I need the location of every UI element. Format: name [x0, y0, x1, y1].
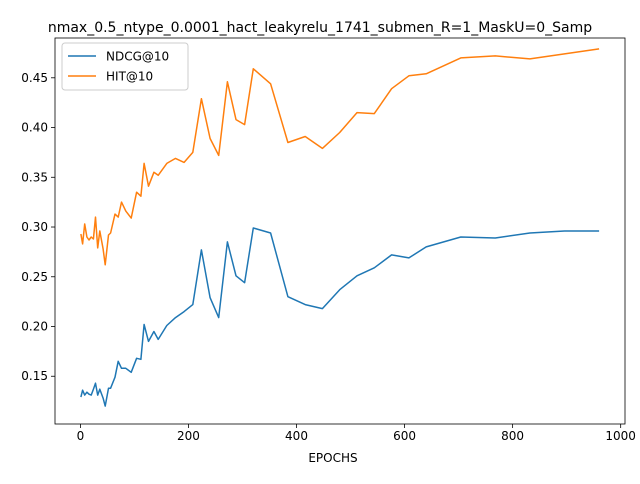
x-tick-label: 800 — [501, 429, 524, 443]
legend: NDCG@10 HIT@10 — [61, 42, 189, 91]
y-tick-label: 0.30 — [21, 220, 48, 234]
plot-frame — [54, 37, 626, 425]
legend-label-hit: HIT@10 — [106, 70, 153, 84]
x-tick-label: 0 — [77, 429, 85, 443]
x-tick-label: 600 — [393, 429, 416, 443]
y-tick-label: 0.35 — [21, 170, 48, 184]
series-line-hit-10 — [80, 48, 600, 266]
legend-frame — [61, 42, 189, 91]
y-tick-label: 0.25 — [21, 270, 48, 284]
x-tick-label: 400 — [285, 429, 308, 443]
legend-label-ndcg: NDCG@10 — [106, 50, 169, 64]
plot-area — [54, 37, 626, 425]
series-line-ndcg-10 — [80, 227, 600, 407]
x-tick-label: 1000 — [605, 429, 636, 443]
y-tick-label: 0.15 — [21, 369, 48, 383]
x-tick-label: 200 — [177, 429, 200, 443]
x-axis: 0 200 400 600 800 1000 — [77, 424, 636, 443]
x-axis-label: EPOCHS — [308, 451, 357, 465]
chart-title: nmax_0.5_ntype_0.0001_hact_leakyrelu_174… — [48, 20, 592, 36]
y-tick-label: 0.40 — [21, 121, 48, 135]
y-tick-label: 0.45 — [21, 71, 48, 85]
y-axis: 0.15 0.20 0.25 0.30 0.35 0.40 0.45 — [21, 71, 55, 383]
y-tick-label: 0.20 — [21, 320, 48, 334]
